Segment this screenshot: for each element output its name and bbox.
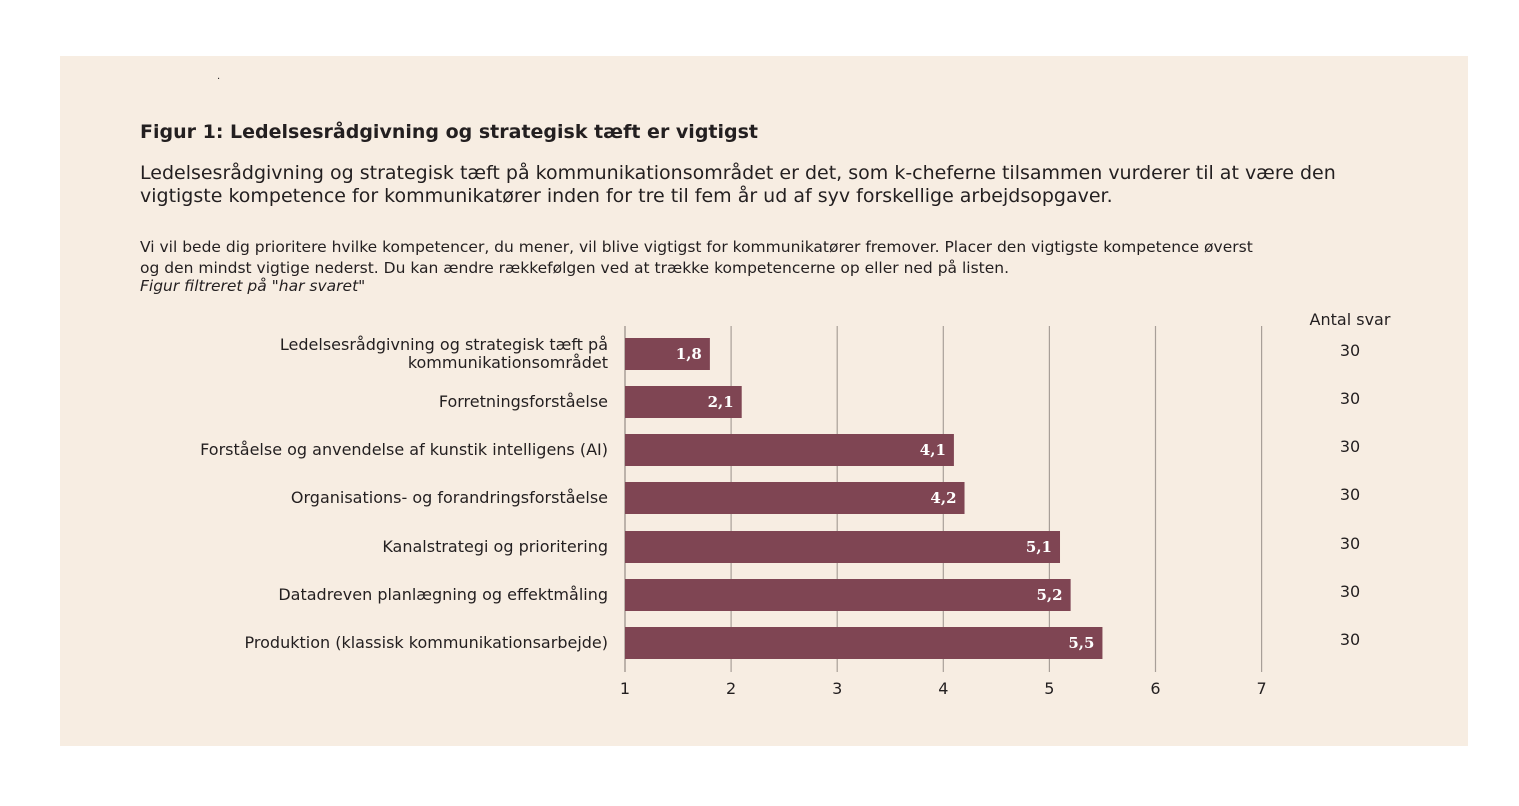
antal-svar-value: 30 [1339,582,1361,601]
antal-svar-value: 30 [1339,534,1361,553]
antal-svar-value: 30 [1339,630,1361,649]
antal-svar-value: 30 [1339,389,1361,408]
category-label: Produktion (klassisk kommunikationsarbej… [244,633,608,652]
bar [625,386,742,418]
x-tick-label: 6 [1150,679,1160,698]
antal-svar-header: Antal svar [1309,310,1391,329]
antal-svar-value: 30 [1339,437,1361,456]
x-tick-label: 1 [620,679,630,698]
bar-value-label: 2,1 [708,393,734,411]
survey-question: Vi vil bede dig prioritere hvilke kompet… [140,238,1253,277]
bar-value-label: 5,1 [1026,538,1052,556]
x-tick-label: 2 [726,679,736,698]
x-tick-label: 3 [832,679,842,698]
corner-mark: . [217,71,221,82]
filter-note: Figur filtreret på "har svaret" [140,277,366,295]
bar [625,627,1103,659]
category-label: Kanalstrategi og prioritering [382,537,608,556]
bar [625,482,965,514]
category-label: Organisations- og forandringsforståelse [290,488,608,507]
bar-value-label: 5,2 [1037,586,1063,604]
bar-value-label: 1,8 [676,345,702,363]
bar-value-label: 4,1 [920,441,946,459]
category-label: Forståelse og anvendelse af kunstik inte… [200,440,608,459]
bar [625,579,1071,611]
category-label: Forretningsforståelse [438,392,608,411]
antal-svar-value: 30 [1339,341,1361,360]
x-tick-label: 7 [1257,679,1267,698]
x-tick-label: 4 [938,679,948,698]
category-label: Ledelsesrådgivning og strategisk tæft på… [279,335,608,372]
antal-svar-value: 30 [1339,485,1361,504]
bar [625,531,1061,563]
bar [625,434,954,466]
x-tick-label: 5 [1044,679,1054,698]
figure-title: Figur 1: Ledelsesrådgivning og strategis… [140,121,759,143]
category-label: Datadreven planlægning og effektmåling [278,585,608,604]
figure-subtitle: Ledelsesrådgivning og strategisk tæft på… [140,162,1336,207]
bar-value-label: 5,5 [1068,634,1094,652]
bar-value-label: 4,2 [930,489,956,507]
bar [625,338,710,370]
